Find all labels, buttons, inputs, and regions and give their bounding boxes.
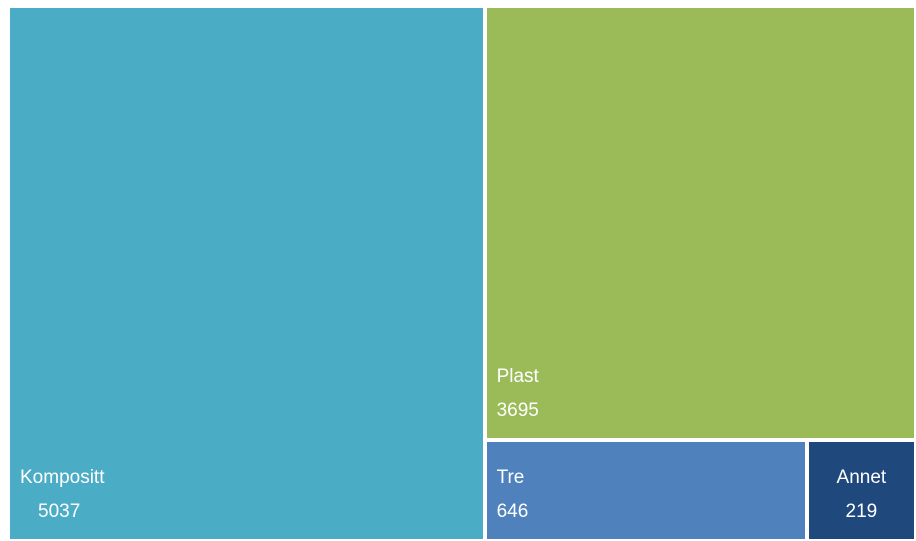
tile-plast-value: 3695 [496,399,539,421]
tile-tre-value: 646 [496,500,529,522]
tile-kompositt-label: Kompositt 5037 [20,461,104,529]
tile-annet-category: Annet [836,466,887,488]
tile-tre: Tre 646 [486,441,805,539]
tile-kompositt-category: Kompositt [20,467,105,488]
tile-plast-category: Plast [496,365,539,387]
tile-plast-label: Plast 3695 [497,360,539,428]
tile-plast: Plast 3695 [486,8,914,438]
tile-tre-category: Tre [496,466,525,488]
tile-annet: Annet 219 [808,441,914,539]
tile-tre-label: Tre 646 [497,461,529,529]
tile-kompositt-value: 5037 [38,501,81,522]
tile-annet-label: Annet 219 [815,461,908,529]
tile-kompositt: Kompositt 5037 [10,8,483,539]
tile-annet-value: 219 [845,500,878,522]
